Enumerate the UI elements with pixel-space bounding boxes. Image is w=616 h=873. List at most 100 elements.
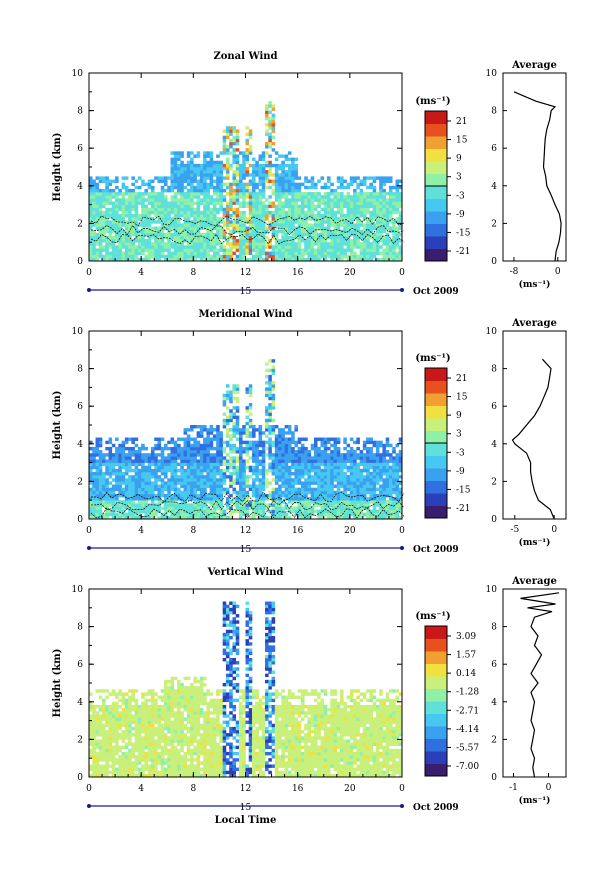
field-cell	[238, 459, 243, 463]
field-cell	[216, 154, 220, 158]
field-cell	[118, 493, 122, 498]
field-cell	[395, 500, 400, 504]
field-cell	[248, 500, 253, 504]
field-cell	[313, 459, 318, 463]
field-cell	[229, 512, 233, 517]
field-cell	[137, 478, 142, 482]
field-cell	[128, 226, 132, 230]
field-cell	[150, 226, 155, 230]
colorbar-swatch	[425, 136, 447, 149]
field-cell	[115, 506, 119, 510]
field-cell	[304, 229, 308, 234]
field-cell	[160, 229, 165, 234]
field-cell	[186, 478, 191, 482]
field-cell	[375, 487, 380, 492]
field-cell	[395, 453, 400, 457]
field-cell	[225, 226, 230, 230]
field-cell	[173, 248, 178, 252]
field-cell	[167, 214, 171, 218]
field-cell	[287, 207, 292, 212]
field-cell	[333, 462, 338, 467]
field-cell	[366, 176, 370, 180]
field-cell	[304, 239, 308, 243]
field-cell	[199, 179, 204, 183]
field-cell	[340, 493, 344, 498]
field-cell	[147, 179, 152, 183]
field-cell	[304, 251, 308, 256]
field-cell	[105, 440, 109, 445]
field-cell	[95, 487, 100, 492]
field-cell	[307, 509, 312, 514]
field-cell	[362, 217, 367, 221]
field-cell	[216, 503, 220, 507]
field-cell	[190, 204, 194, 209]
field-cell	[147, 251, 152, 256]
field-cell	[252, 503, 256, 507]
field-cell	[121, 443, 126, 448]
field-cell	[206, 493, 210, 498]
field-cell	[366, 462, 370, 467]
field-cell	[359, 229, 364, 234]
field-cell	[219, 487, 223, 492]
field-cell	[242, 245, 246, 249]
field-cell	[336, 217, 341, 221]
field-cell	[115, 195, 119, 199]
field-cell	[388, 506, 393, 510]
field-cell	[89, 512, 93, 517]
field-cell	[271, 459, 276, 463]
field-cell	[92, 450, 96, 454]
field-cell	[271, 129, 276, 133]
field-cell	[216, 484, 220, 488]
field-cell	[297, 506, 302, 510]
field-cell	[196, 170, 201, 174]
field-cell	[356, 242, 360, 246]
field-cell	[229, 493, 233, 498]
field-cell	[372, 176, 377, 180]
field-cell	[154, 462, 158, 467]
field-cell	[375, 214, 380, 218]
field-cell	[300, 468, 305, 473]
field-cell	[382, 515, 386, 520]
field-cell	[186, 459, 191, 463]
field-cell	[265, 132, 269, 136]
field-cell	[395, 220, 400, 224]
field-cell	[124, 198, 129, 202]
field-cell	[255, 251, 259, 256]
field-cell	[102, 220, 106, 224]
field-cell	[320, 232, 325, 237]
field-cell	[89, 257, 93, 262]
field-cell	[232, 239, 237, 243]
field-cell	[157, 217, 162, 221]
field-cell	[196, 431, 201, 435]
field-cell	[333, 443, 338, 448]
field-cell	[248, 226, 253, 230]
field-cell	[281, 232, 285, 237]
field-cell	[180, 254, 184, 259]
field-cell	[150, 459, 155, 463]
field-cell	[258, 472, 263, 476]
field-cell	[225, 440, 230, 445]
field-cell	[320, 472, 325, 476]
field-cell	[235, 185, 240, 190]
field-cell	[245, 465, 250, 470]
field-cell	[89, 503, 93, 507]
field-cell	[95, 500, 100, 504]
field-cell	[281, 235, 285, 240]
field-cell	[284, 235, 289, 240]
field-cell	[307, 223, 312, 227]
field-cell	[92, 204, 96, 209]
field-cell	[235, 406, 240, 410]
field-cell	[163, 220, 168, 224]
field-cell	[268, 138, 272, 143]
field-cell	[219, 478, 223, 482]
field-cell	[160, 478, 165, 482]
field-cell	[229, 446, 233, 451]
field-cell	[180, 226, 184, 230]
field-cell	[105, 217, 109, 221]
field-cell	[235, 390, 240, 394]
field-cell	[173, 229, 178, 234]
field-cell	[141, 182, 145, 187]
field-cell	[209, 201, 214, 205]
field-cell	[144, 229, 148, 234]
field-cell	[92, 207, 96, 212]
